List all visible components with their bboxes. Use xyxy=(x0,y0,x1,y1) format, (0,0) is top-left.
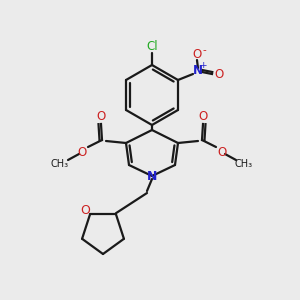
Text: N: N xyxy=(193,64,203,77)
Text: CH₃: CH₃ xyxy=(51,159,69,169)
Text: -: - xyxy=(202,45,206,55)
Text: O: O xyxy=(192,47,202,61)
Text: +: + xyxy=(199,61,207,70)
Text: O: O xyxy=(80,204,90,217)
Text: O: O xyxy=(77,146,87,160)
Text: CH₃: CH₃ xyxy=(235,159,253,169)
Text: O: O xyxy=(214,68,224,80)
Text: O: O xyxy=(218,146,226,160)
Text: O: O xyxy=(198,110,208,124)
Text: N: N xyxy=(147,169,157,182)
Text: O: O xyxy=(96,110,106,124)
Text: Cl: Cl xyxy=(146,40,158,52)
